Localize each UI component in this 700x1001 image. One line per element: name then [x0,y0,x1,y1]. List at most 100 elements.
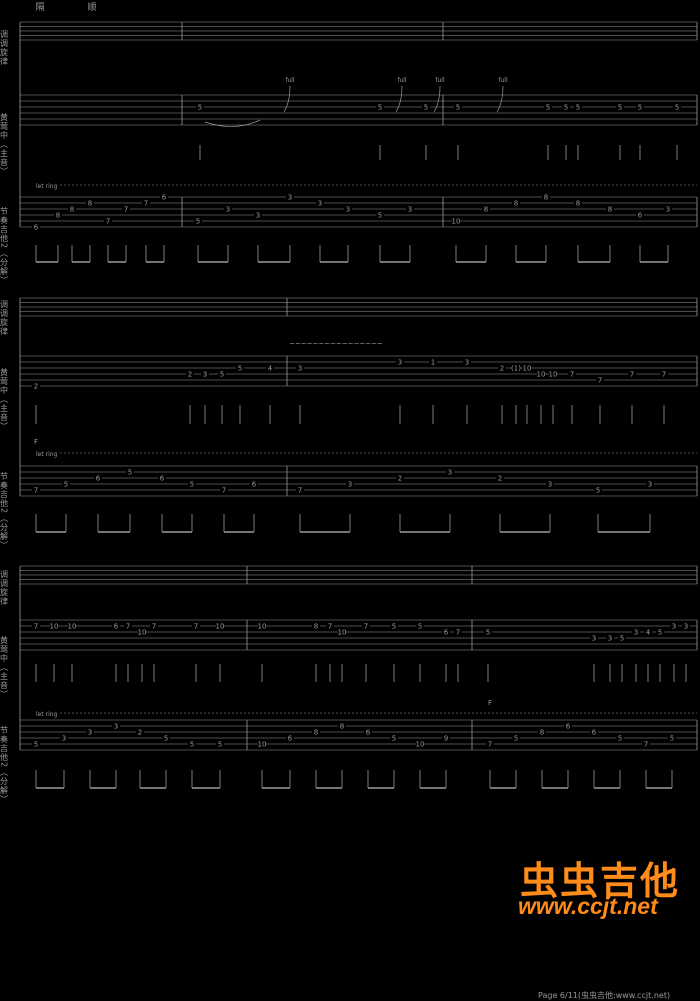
lead-note-bg [484,628,492,637]
acc-tab-note: 7 [222,487,226,495]
lead-note-bg [376,103,384,112]
lead-tab-note: 4 [646,629,651,637]
acc-tab-note: 6 [34,224,39,232]
acc-note-bg [594,486,602,495]
top-mark-2: 顺 [87,2,96,13]
lead-note-bg [416,622,424,631]
lead-tab-note: 5 [675,104,679,112]
chord-symbol: F [488,699,492,707]
track-label-lead: 黄莺中（主音） [0,367,9,431]
acc-tab-note: 6 [592,729,597,737]
acc-tab-note: 6 [252,481,257,489]
lead-tab-note: 3 [634,629,638,637]
lead-tab-note: 10 [537,371,546,379]
acc-note-bg [542,193,550,202]
acc-tab-note: 2 [398,475,402,483]
acc-note-bg [126,468,134,477]
acc-tab-note: 5 [618,735,622,743]
lead-note-bg [673,103,681,112]
acc-note-bg [160,193,168,202]
lead-note-bg [396,358,404,367]
lead-tab-note: 5 [418,623,422,631]
acc-tab-note: 6 [566,723,571,731]
acc-note-bg [136,728,144,737]
lead-tab-note: 5 [378,104,382,112]
acc-tab-note: 8 [540,729,544,737]
lead-note-bg [32,382,40,391]
acc-tab-note: 3 [288,194,292,202]
lead-tab-note: 7 [598,377,602,385]
lead-note-bg [124,622,132,631]
watermark-url: www.ccjt.net [518,893,658,919]
acc-note-bg [446,468,454,477]
acc-tab-note: 7 [106,218,110,226]
acc-tab-note: 6 [96,475,101,483]
lead-note-bg [616,103,624,112]
lead-tab-note: 5 [424,104,428,112]
acc-tab-note: 3 [318,200,322,208]
acc-tab-note: 6 [366,729,371,737]
track-label-acc: 节奏吉他2（分解） [0,726,9,804]
lead-note-bg [442,628,450,637]
acc-note-bg [254,211,262,220]
lead-tab-note: 10 [50,623,59,631]
acc-tab-note: 3 [114,723,118,731]
acc-tab-note: 3 [62,735,66,743]
acc-note-bg [338,722,346,731]
lead-note-bg [632,628,640,637]
acc-tab-note: 5 [190,481,194,489]
bend-arrow [395,85,403,113]
lead-note-bg [544,103,552,112]
acc-note-bg [452,217,460,226]
lead-note-bg [50,622,58,631]
lead-tab-note: 7 [328,623,332,631]
acc-tab-note: 5 [378,212,382,220]
track-label-vocal: 调调旋律 [0,570,9,606]
lead-tab-note: 7 [630,371,634,379]
lead-tab-note: 7 [456,629,460,637]
lead-note-bg [644,628,652,637]
lead-note-bg [618,634,626,643]
page-footer: Page 6/11(虫虫吉他:www.ccjt.net) [538,991,671,1000]
acc-tab-note: 6 [288,735,293,743]
acc-note-bg [396,474,404,483]
lead-note-bg [682,622,690,631]
acc-note-bg [54,211,62,220]
acc-note-bg [32,486,40,495]
acc-note-bg [194,217,202,226]
acc-tab-note: 5 [392,735,396,743]
chord-symbol: F [34,438,38,446]
acc-tab-note: 6 [638,212,643,220]
acc-tab-note: 7 [124,206,128,214]
acc-tab-note: 10 [452,218,461,226]
acc-note-bg [86,728,94,737]
track-label-vocal: 调调旋律 [0,300,9,336]
acc-note-bg [60,734,68,743]
lead-note-bg [574,103,582,112]
acc-note-bg [590,728,598,737]
acc-note-bg [312,728,320,737]
lead-note-bg [390,622,398,631]
let-ring-label: let ring [36,451,58,458]
lead-note-bg [636,103,644,112]
lead-tab-note: 10 [338,629,347,637]
lead-note-bg [660,370,668,379]
acc-note-bg [346,480,354,489]
track-label-vocal: 调调旋律 [0,30,9,66]
acc-tab-note: 10 [258,741,267,749]
track-label-lead: 黄莺中（主音） [0,635,9,699]
acc-tab-note: 7 [488,741,492,749]
lead-note-bg [568,370,576,379]
lead-note-bg [454,628,462,637]
acc-note-bg [538,728,546,737]
acc-tab-note: 3 [448,469,452,477]
acc-note-bg [646,480,654,489]
acc-tab-note: 7 [34,487,38,495]
lead-tab-note: 2 [34,383,38,391]
lead-tab-note: 5 [546,104,550,112]
lead-note-bg [196,103,204,112]
lead-tab-note: 10 [549,371,558,379]
acc-tab-note: 7 [298,487,302,495]
acc-note-bg [546,480,554,489]
